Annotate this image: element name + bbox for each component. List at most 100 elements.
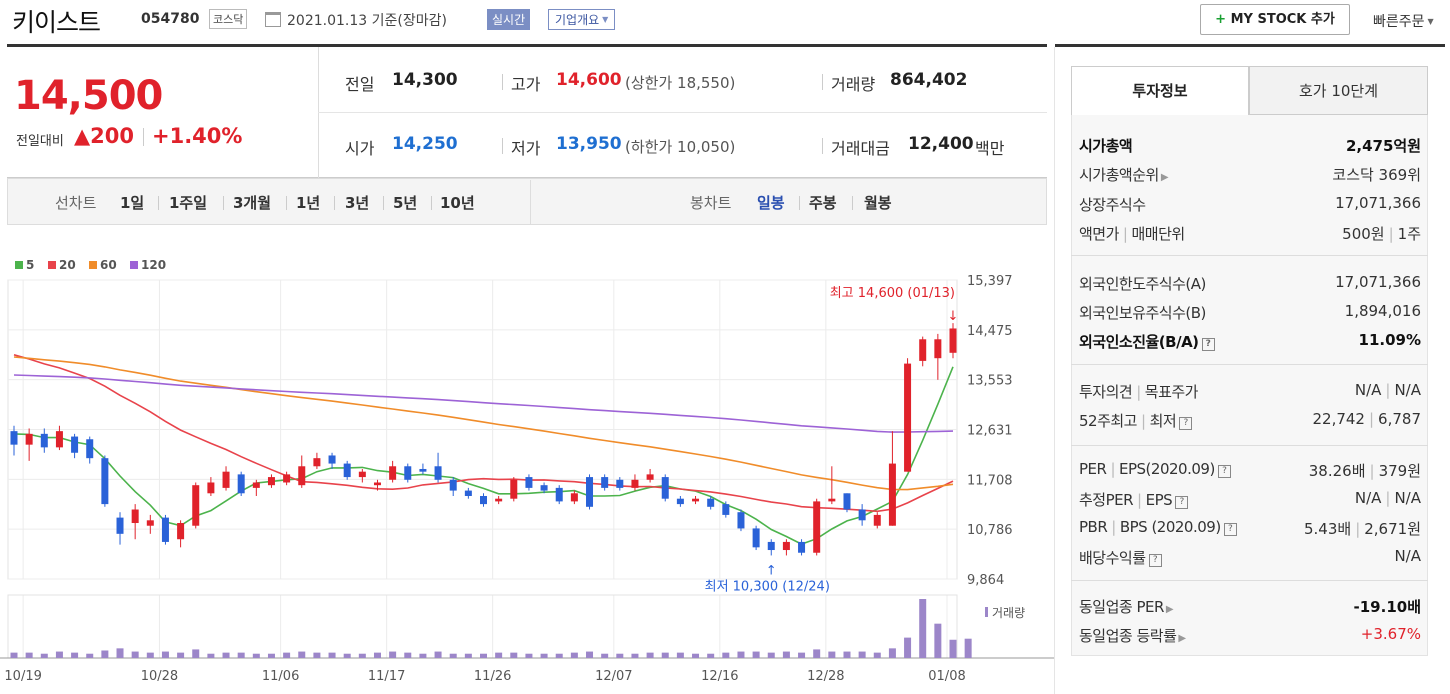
shares-row: 상장주식수 17,071,366 (1079, 194, 1421, 220)
volume-bar (798, 652, 806, 658)
separator (431, 196, 432, 210)
separator: | (1141, 412, 1146, 430)
volume-bar (919, 599, 927, 658)
candle-body (25, 433, 33, 445)
candle-daily[interactable]: 일봉 (757, 194, 785, 212)
add-my-stock-button[interactable]: + MY STOCK 추가 (1200, 4, 1350, 35)
plus-icon: + (1215, 12, 1227, 27)
separator (383, 196, 384, 210)
y-tick-label: 11,708 (967, 473, 1013, 488)
candle-body (161, 517, 169, 542)
help-icon[interactable]: ? (1223, 523, 1237, 536)
eps-value: 379원 (1378, 462, 1421, 480)
sector-per-row[interactable]: 동일업종 PER ▶ -19.10배 (1079, 596, 1421, 622)
week52-high-value: 22,742 (1312, 410, 1365, 428)
opinion-value: N/A (1354, 381, 1382, 399)
period-3y[interactable]: 3년 (345, 194, 370, 212)
volume-bar (646, 652, 654, 658)
separator: | (1385, 489, 1391, 507)
est-per-row: 추정PER | EPS? N/A | N/A (1079, 489, 1421, 515)
legend-swatch-60 (89, 261, 97, 269)
est-per-label: 추정PER (1079, 491, 1134, 509)
sector-change-label[interactable]: 동일업종 등락률 (1079, 627, 1177, 645)
period-10y[interactable]: 10년 (440, 194, 475, 212)
candle-body (40, 433, 48, 448)
line-chart-label: 선차트 (55, 194, 97, 212)
volume-bar (404, 652, 412, 658)
par-value: 500원 (1342, 225, 1385, 243)
help-icon[interactable]: ? (1175, 496, 1189, 509)
volume-bar (146, 652, 154, 658)
candle-weekly[interactable]: 주봉 (809, 194, 837, 212)
base-date: 2021.01.13 기준(장마감) (287, 13, 447, 29)
foreign-rate-label: 외국인소진율(B/A) (1079, 333, 1199, 351)
chevron-right-icon: ▶ (1160, 172, 1169, 183)
period-1d[interactable]: 1일 (120, 194, 145, 212)
candle-monthly[interactable]: 월봉 (864, 194, 892, 212)
pbr-row: PBR | BPS (2020.09)? 5.43배 | 2,671원 (1079, 518, 1421, 544)
volume-bar (464, 653, 472, 658)
period-1y[interactable]: 1년 (296, 194, 321, 212)
trade-unit-value: 1주 (1397, 225, 1421, 243)
separator: | (1137, 491, 1142, 509)
par-label: 액면가 (1079, 225, 1119, 243)
tab-invest-info[interactable]: 투자정보 (1071, 66, 1249, 115)
volume-bar (707, 653, 715, 658)
volume-bar (858, 651, 866, 658)
candle-body (404, 466, 412, 480)
help-icon[interactable]: ? (1217, 465, 1231, 478)
volume-bar (510, 652, 518, 658)
ma-5-line (13, 366, 954, 545)
volume-value: 864,402 (890, 70, 968, 90)
help-icon[interactable]: ? (1148, 554, 1162, 567)
volume-bars: 거래량 (10, 599, 1025, 658)
volume-legend-swatch (985, 607, 988, 617)
opinion-label: 투자의견 (1079, 383, 1133, 401)
opinion-row: 투자의견 | 목표주가 N/A | N/A (1079, 381, 1421, 407)
period-5y[interactable]: 5년 (393, 194, 418, 212)
candle-body (207, 482, 215, 494)
candle-body (71, 436, 79, 453)
candle-body (646, 474, 654, 480)
sector-change-row[interactable]: 동일업종 등락률 ▶ +3.67% (1079, 625, 1421, 651)
volume-bar (434, 651, 442, 658)
high-label: 고가 (511, 75, 541, 94)
company-overview-button[interactable]: 기업개요 ▼ (548, 9, 616, 30)
tab-quote-10[interactable]: 호가 10단계 (1249, 66, 1428, 115)
chevron-right-icon: ▶ (1165, 604, 1174, 615)
stock-chart[interactable]: 5 20 60 120 15,39714,47513,55312,63111,7081… (0, 240, 1054, 694)
invest-info-box (1071, 115, 1428, 656)
volume-bar (661, 652, 669, 658)
volume-bar (192, 649, 200, 658)
candle-body (131, 509, 139, 524)
y-tick-label: 14,475 (967, 324, 1013, 339)
period-1w[interactable]: 1주일 (169, 194, 208, 212)
volume-bar (207, 653, 215, 658)
candle-body (782, 541, 790, 551)
candle-body (464, 490, 472, 496)
market-cap-rank-row[interactable]: 시가총액순위 ▶ 코스닥 369위 (1079, 164, 1421, 190)
candle-body (480, 495, 487, 505)
max-arrow-icon: ↓ (948, 309, 959, 324)
foreign-hold-label: 외국인보유주식수(B) (1079, 304, 1206, 322)
realtime-button[interactable]: 실시간 (487, 9, 531, 30)
period-3m[interactable]: 3개월 (233, 194, 272, 212)
candle-body (449, 479, 457, 491)
market-cap-rank-label[interactable]: 시가총액순위 (1079, 166, 1159, 184)
separator: | (1122, 225, 1128, 243)
y-tick-label: 9,864 (967, 573, 1004, 588)
caret-down-icon: ▼ (602, 15, 609, 24)
open-value: 14,250 (392, 134, 458, 154)
change-value: ▲200 (74, 124, 134, 148)
help-icon[interactable]: ? (1179, 417, 1193, 430)
candle-body (283, 474, 291, 483)
candle-body (752, 528, 760, 548)
help-icon[interactable]: ? (1201, 338, 1215, 351)
chart-legend: 5 20 60 120 (15, 258, 166, 272)
quick-order-link[interactable]: 빠른주문 ▼ (1373, 11, 1434, 31)
candle-body (828, 498, 836, 502)
candle-body (328, 455, 336, 464)
sector-per-label[interactable]: 동일업종 PER (1079, 598, 1164, 616)
volume-bar (313, 652, 321, 658)
price-box (7, 47, 1047, 178)
